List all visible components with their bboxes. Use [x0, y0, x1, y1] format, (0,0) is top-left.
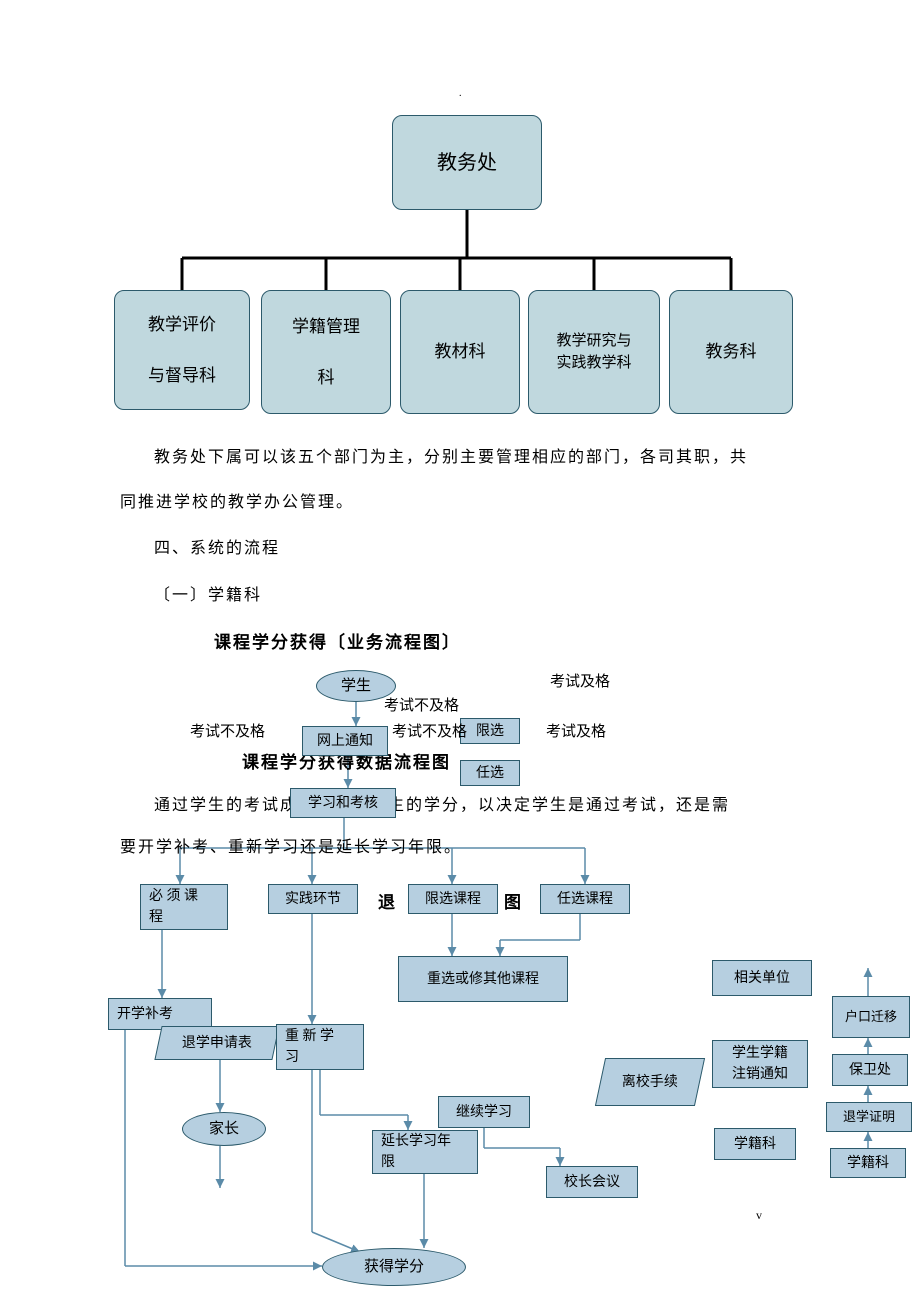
paragraph-2b: 要开学补考、重新学习还是延长学习年限。: [120, 832, 462, 864]
flow-node-label: 相关单位: [734, 968, 790, 989]
flow-node-limited: 限选: [460, 718, 520, 744]
flow-node-label: 继续学习: [456, 1102, 512, 1123]
flow-node-hukou: 户口迁移: [832, 996, 910, 1038]
flow-label-fail1: 考试不及格: [384, 694, 459, 715]
paragraph-1a: 教务处下属可以该五个部门为主，分别主要管理相应的部门，各司其职，共: [154, 442, 748, 474]
flow-node-label: 网上通知: [317, 731, 373, 752]
flow-node-label: 户口迁移: [845, 1007, 897, 1027]
org-child-label: 教务科: [706, 339, 757, 365]
flow-label-fail2: 考试不及格: [190, 720, 265, 741]
flow-node-label: 延长学习年 限: [381, 1131, 451, 1173]
org-child-node: 学籍管理 科: [261, 290, 391, 414]
flow-node-continue: 继续学习: [438, 1096, 530, 1128]
flow-node-label: 限选课程: [425, 889, 481, 910]
flow-node-label: 学习和考核: [308, 793, 378, 814]
org-child-node: 教材科: [400, 290, 520, 414]
flow-node-withdraw_form: 退学申请表: [154, 1026, 279, 1060]
org-child-label: 学籍管理 科: [292, 314, 360, 391]
org-root-node: 教务处: [392, 115, 542, 210]
org-child-node: 教学研究与 实践教学科: [528, 290, 660, 414]
flow-node-label: 限选: [476, 721, 504, 742]
heading-8a: 退: [378, 886, 397, 920]
flow-node-label: 退学申请表: [182, 1033, 252, 1054]
flow-node-label: 离校手续: [622, 1072, 678, 1093]
flow-node-label: 开学补考: [117, 1004, 173, 1025]
flow-node-limited_course: 限选课程: [408, 884, 498, 914]
flow-node-label: 实践环节: [285, 889, 341, 910]
flow-node-label: 任选课程: [557, 889, 613, 910]
flow-node-web_notify: 网上通知: [302, 726, 388, 756]
flow-node-label: 家长: [209, 1118, 239, 1141]
flow-node-label: 学生学籍 注销通知: [732, 1043, 788, 1085]
flow-node-label: 重 新 学 习: [285, 1026, 334, 1068]
org-child-node: 教务科: [669, 290, 793, 414]
flow-node-optional: 任选: [460, 760, 520, 786]
flow-node-dept2: 学籍科: [830, 1148, 906, 1178]
flow-node-leave_proc: 离校手续: [595, 1058, 705, 1106]
top-dot: .: [459, 88, 462, 99]
flow-node-label: 学籍科: [847, 1153, 889, 1174]
flow-node-label: 获得学分: [364, 1256, 424, 1279]
flow-node-principal: 校长会议: [546, 1166, 638, 1198]
flow-node-label: 保卫处: [849, 1060, 891, 1081]
heading-5: 〔一〕学籍科: [154, 580, 262, 612]
flow-node-label: 退学证明: [843, 1107, 895, 1127]
flow-node-withdraw_cert: 退学证明: [826, 1102, 912, 1132]
flow-node-get_credit: 获得学分: [322, 1248, 466, 1286]
flow-node-required_course: 必 须 课 程: [140, 884, 228, 930]
page-marker: v: [756, 1208, 762, 1223]
org-child-label: 教学研究与 实践教学科: [556, 330, 631, 375]
flow-label-pass1: 考试及格: [550, 670, 610, 691]
flow-node-restudy: 重 新 学 习: [276, 1024, 364, 1070]
flow-label-fail3: 考试不及格: [392, 720, 467, 741]
flow-node-extend: 延长学习年 限: [372, 1130, 478, 1174]
org-child-node: 教学评价 与督导科: [114, 290, 250, 410]
flow-node-label: 重选或修其他课程: [427, 969, 539, 990]
paragraph-1b: 同推进学校的教学办公管理。: [120, 487, 354, 519]
flow-node-study_assess: 学习和考核: [290, 788, 396, 818]
flow-node-cancel_notice: 学生学籍 注销通知: [712, 1040, 808, 1088]
flow-node-label: 校长会议: [564, 1172, 620, 1193]
flow-node-label: 任选: [476, 763, 504, 784]
flow-node-label: 必 须 课 程: [149, 886, 198, 928]
flow-node-optional_course: 任选课程: [540, 884, 630, 914]
org-child-label: 教学评价 与督导科: [148, 312, 216, 389]
heading-4: 四、系统的流程: [154, 533, 280, 565]
flow-node-label: 学生: [341, 675, 371, 698]
org-root-label: 教务处: [437, 148, 497, 178]
flow-node-related_unit: 相关单位: [712, 960, 812, 996]
flow-node-security: 保卫处: [832, 1054, 908, 1086]
flow-node-dept1: 学籍科: [714, 1128, 796, 1160]
flow-label-pass2: 考试及格: [546, 720, 606, 741]
flow-node-reselect: 重选或修其他课程: [398, 956, 568, 1002]
flow-node-label: 学籍科: [734, 1134, 776, 1155]
org-child-label: 教材科: [435, 339, 486, 365]
heading-6: 课程学分获得〔业务流程图〕: [214, 626, 461, 660]
flow-node-practice: 实践环节: [268, 884, 358, 914]
heading-8b: 图: [504, 886, 523, 920]
flow-node-parent: 家长: [182, 1112, 266, 1146]
paragraph-2a: 通过学生的考试成绩，决定学生的学分，以决定学生是通过考试，还是需: [154, 790, 730, 822]
